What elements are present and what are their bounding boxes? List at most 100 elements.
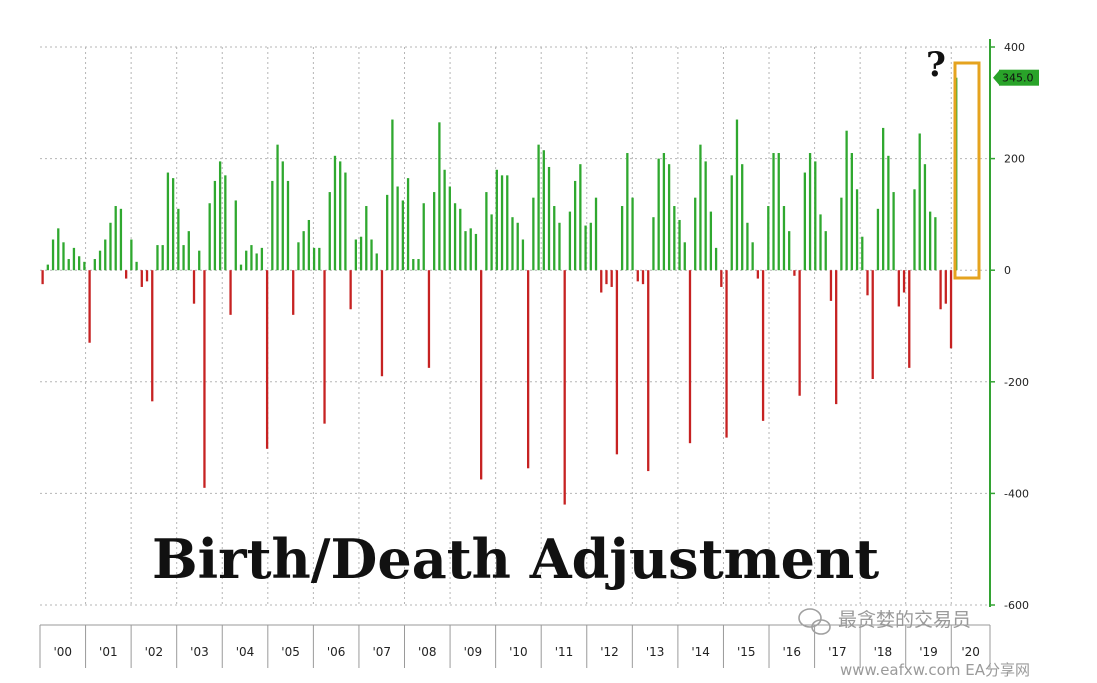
bar [568,211,572,271]
bar [558,222,561,271]
last-value-badge [999,69,1039,86]
bar [923,164,927,271]
bar [365,206,368,271]
bar [855,189,859,271]
bar [741,164,744,271]
bar [459,208,462,271]
x-tick-label: '16 [783,645,802,659]
bar [109,222,112,271]
bar [673,206,676,271]
y-tick-label: 400 [1004,41,1025,54]
bar [177,208,180,271]
x-tick-label: '07 [372,645,391,659]
bar [417,259,420,271]
last-value-pointer [993,70,999,85]
bar [819,214,822,271]
bar [443,169,446,271]
gridlines [40,46,990,606]
bar [511,217,514,271]
bar [678,219,681,271]
bar [908,270,911,368]
y-tick-label: -400 [1004,487,1029,500]
bar [699,144,702,271]
bar [761,270,765,421]
bar [67,259,70,271]
bar [344,172,347,271]
bar [835,270,838,405]
bar [631,197,634,271]
x-tick-label: '10 [509,645,528,659]
watermark-top-text: 最贪婪的交易员 [838,609,971,631]
bar [135,261,138,271]
bar [78,256,81,271]
bar [620,206,624,271]
bar [850,153,853,271]
bar [354,239,358,271]
bar [667,164,671,271]
bar [506,175,509,271]
bar [386,194,389,271]
bar [328,192,331,271]
bar [944,270,947,304]
x-tick-label: '00 [53,645,72,659]
bar [359,236,363,271]
bar [339,161,342,271]
bar [218,161,222,271]
bar [427,270,431,368]
bar [808,153,812,271]
bar [239,264,243,271]
bar [605,270,608,285]
bar [271,180,274,271]
bar [594,197,598,271]
bar [725,270,728,438]
bar [866,270,869,296]
bar [709,211,713,271]
x-tick-label: '05 [281,645,300,659]
bar [542,150,545,271]
bar [871,270,874,380]
x-tick-label: '03 [190,645,209,659]
bar [140,270,143,287]
x-tick-label: '09 [464,645,483,659]
bar [688,270,692,444]
bar [814,161,817,271]
bar [114,206,117,271]
bar [579,164,582,271]
bar [615,270,619,455]
bar [652,217,655,271]
bar [93,259,96,271]
x-tick-label: '04 [236,645,255,659]
bar [547,166,551,271]
bar [918,133,921,271]
bar [57,228,60,271]
watermark-bottom-text: www.eafxw.com EA分享网 [840,661,1030,679]
bar [412,259,415,271]
bar [62,242,65,271]
bar [902,270,906,293]
bar [401,200,404,271]
wechat-watermark: 最贪婪的交易员 www.eafxw.com EA分享网 [798,608,1030,679]
bar [495,169,498,271]
chart-title: Birth/Death Adjustment [152,527,879,591]
y-axis: 400 200 0 -200 -400 -600 345.0 [989,39,1039,612]
bar [573,180,577,271]
bar [192,270,196,304]
bar [370,239,373,271]
bar [349,270,352,310]
annotation-question-mark: ? [926,45,946,85]
bar [485,192,488,271]
bar [500,175,504,271]
x-tick-label: '01 [99,645,118,659]
bar [657,158,660,271]
bar [553,206,556,271]
bar [104,239,107,271]
bar [829,270,833,301]
bar [704,161,707,271]
bars [41,77,958,505]
bar [589,222,592,271]
bar [234,200,237,271]
bar [318,247,321,271]
x-tick-label: '11 [555,645,574,659]
bar [824,231,827,271]
x-tick-label: '20 [961,645,980,659]
